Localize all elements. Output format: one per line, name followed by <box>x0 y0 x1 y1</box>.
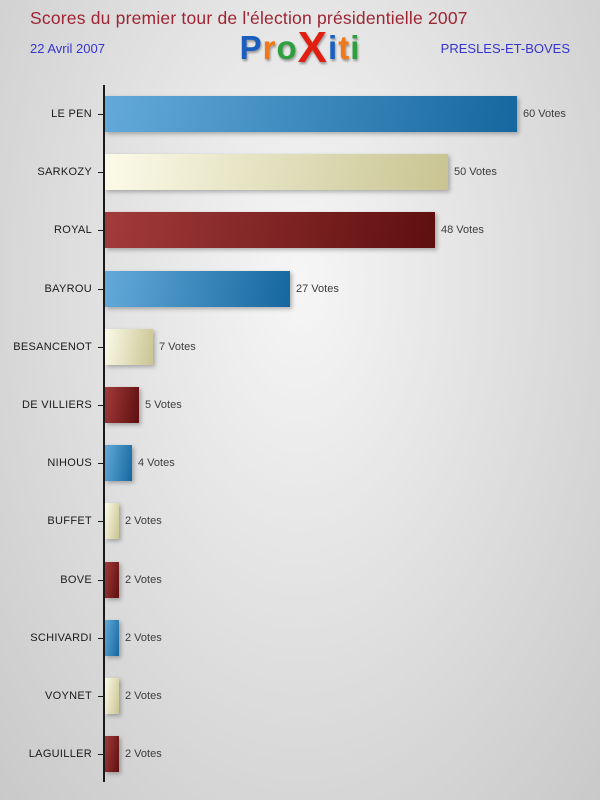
bar-schivardi <box>105 619 119 656</box>
chart-row: BESANCENOT 7 Votes <box>0 318 600 376</box>
value-label: 4 Votes <box>138 457 175 470</box>
logo-letter: o <box>276 29 298 66</box>
logo-letter: P <box>239 29 263 66</box>
value-label: 2 Votes <box>125 573 162 586</box>
chart-row: VOYNET 2 Votes <box>0 667 600 725</box>
category-label: BAYROU <box>0 283 103 295</box>
value-label: 5 Votes <box>145 399 182 412</box>
logo-letter: t <box>338 29 351 66</box>
page-title: Scores du premier tour de l'élection pré… <box>30 8 468 28</box>
value-label: 48 Votes <box>441 224 484 237</box>
value-label: 2 Votes <box>125 689 162 702</box>
chart-row: SARKOZY 50 Votes <box>0 143 600 201</box>
value-label: 2 Votes <box>125 631 162 644</box>
category-label: LAGUILLER <box>0 748 103 760</box>
logo-letter: X <box>297 23 329 72</box>
bar-de-villiers <box>105 387 139 424</box>
category-label: VOYNET <box>0 690 103 702</box>
logo-letter: i <box>328 29 339 66</box>
bar-bove <box>105 561 119 598</box>
category-label: BUFFET <box>0 515 103 527</box>
chart-row: LAGUILLER 2 Votes <box>0 725 600 783</box>
bar-le-pen <box>105 96 517 133</box>
value-label: 60 Votes <box>523 108 566 121</box>
chart-row: SCHIVARDI 2 Votes <box>0 609 600 667</box>
chart-row: BOVE 2 Votes <box>0 551 600 609</box>
bar-bayrou <box>105 270 290 307</box>
category-label: NIHOUS <box>0 457 103 469</box>
category-label: SARKOZY <box>0 166 103 178</box>
bar-royal <box>105 212 435 249</box>
chart-row: DE VILLIERS 5 Votes <box>0 376 600 434</box>
bar-chart: LE PEN 60 Votes SARKOZY 50 Votes ROYAL 48 Vot… <box>0 85 600 783</box>
bar-laguiller <box>105 736 119 773</box>
category-label: SCHIVARDI <box>0 632 103 644</box>
category-label: LE PEN <box>0 108 103 120</box>
chart-row: ROYAL 48 Votes <box>0 201 600 259</box>
value-label: 7 Votes <box>159 340 196 353</box>
chart-row: BAYROU 27 Votes <box>0 260 600 318</box>
bar-nihous <box>105 445 132 482</box>
value-label: 2 Votes <box>125 515 162 528</box>
value-label: 2 Votes <box>125 748 162 761</box>
y-axis-line <box>103 85 105 782</box>
logo-letter: r <box>262 29 277 66</box>
chart-row: BUFFET 2 Votes <box>0 492 600 550</box>
bar-besancenot <box>105 328 153 365</box>
category-label: BOVE <box>0 574 103 586</box>
chart-row: NIHOUS 4 Votes <box>0 434 600 492</box>
category-label: BESANCENOT <box>0 341 103 353</box>
logo-letter: i <box>350 29 361 66</box>
bar-buffet <box>105 503 119 540</box>
bar-sarkozy <box>105 154 448 191</box>
value-label: 50 Votes <box>454 166 497 179</box>
chart-row: LE PEN 60 Votes <box>0 85 600 143</box>
date-label: 22 Avril 2007 <box>30 41 105 56</box>
category-label: ROYAL <box>0 224 103 236</box>
bar-voynet <box>105 677 119 714</box>
location-label: PRESLES-ET-BOVES <box>440 41 570 56</box>
category-label: DE VILLIERS <box>0 399 103 411</box>
value-label: 27 Votes <box>296 282 339 295</box>
